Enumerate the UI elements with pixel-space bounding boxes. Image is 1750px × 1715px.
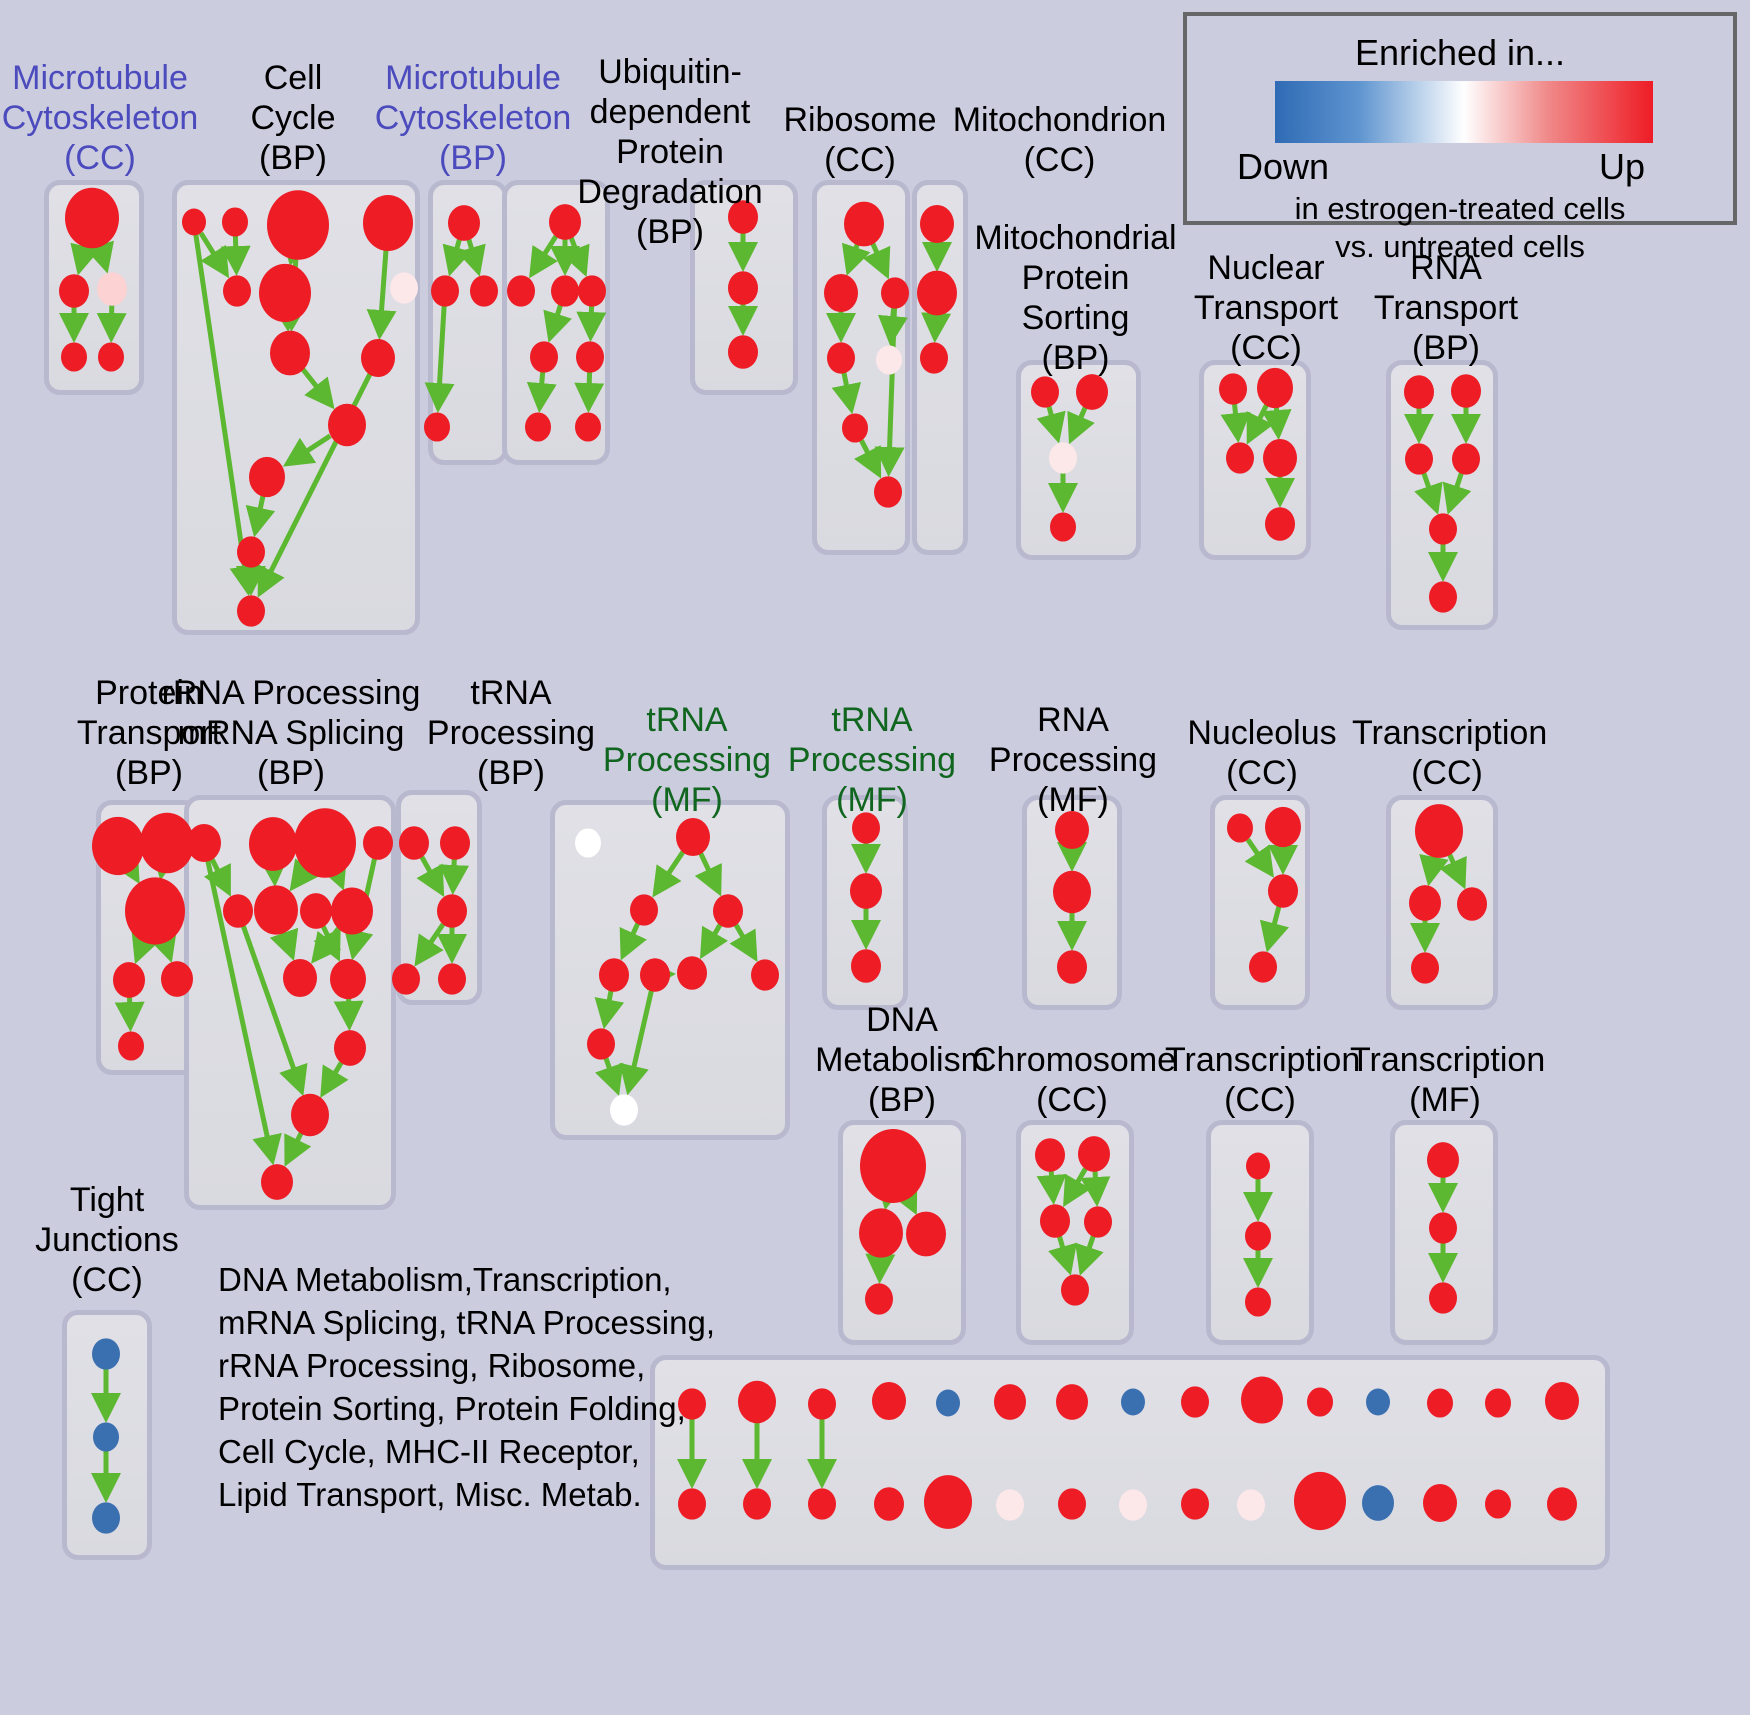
cluster-panel-transcription-cc-top [1386, 795, 1498, 1010]
cluster-label-microtubule-cytoskeleton-bp: Microtubule Cytoskeleton (BP) [374, 59, 572, 177]
cluster-panel-dna-metabolism-bp [838, 1120, 966, 1345]
cluster-label-trna-processing-bp: tRNA Processing (BP) [426, 674, 596, 792]
cluster-label-rna-transport-bp: RNA Transport (BP) [1373, 249, 1519, 367]
cluster-panel-nucleolus-cc [1210, 795, 1310, 1010]
cluster-label-mitochondrial-protein-sorting-bp: Mitochondrial Protein Sorting (BP) [974, 219, 1177, 377]
cluster-label-transcription-cc-bottom: Transcription (CC) [1165, 1041, 1361, 1119]
cluster-label-rrna-mrna-bp: rRNA Processing mRNA Splicing (BP) [161, 674, 421, 792]
cluster-panel-microtubule-cytoskeleton-cc [44, 180, 144, 395]
cluster-panel-trna-processing-mf-1 [550, 800, 790, 1140]
cluster-panel-mitochondrial-protein-sorting-bp [1016, 360, 1141, 560]
cluster-label-trna-processing-mf-2: tRNA Processing (MF) [787, 701, 957, 819]
cluster-label-nucleolus-cc: Nucleolus (CC) [1187, 714, 1337, 792]
cluster-label-microtubule-cytoskeleton-cc: Microtubule Cytoskeleton (CC) [1, 59, 199, 177]
cluster-label-dna-metabolism-bp: DNA Metabolism (BP) [815, 1001, 989, 1119]
cluster-panel-mitochondrion-cc [912, 180, 968, 555]
legend-down-label: Down [1237, 146, 1330, 187]
cluster-label-nuclear-transport-cc: Nuclear Transport (CC) [1193, 249, 1339, 367]
cluster-panel-trna-processing-bp [396, 790, 482, 1005]
misc-categories-text: DNA Metabolism,Transcription, mRNA Splic… [218, 1261, 716, 1513]
cluster-label-rna-processing-mf: RNA Processing (MF) [988, 701, 1158, 819]
cluster-label-protein-transport-bp: Protein Transport (BP) [76, 674, 222, 792]
cluster-panel-chromosome-cc [1016, 1120, 1134, 1345]
legend-footer: in estrogen-treated cells vs. untreated … [1294, 191, 1626, 264]
cluster-label-cell-cycle-bp: Cell Cycle (BP) [250, 59, 336, 177]
cluster-panel-transcription-mf [1390, 1120, 1498, 1345]
cluster-label-chromosome-cc: Chromosome (CC) [972, 1041, 1177, 1119]
cluster-panel-rna-transport-bp [1386, 360, 1498, 630]
legend-box: Enriched in... Down Up in estrogen-treat… [1183, 12, 1737, 264]
cluster-panel-cell-cycle-bp [172, 180, 420, 635]
cluster-label-trna-processing-mf-1: tRNA Processing (MF) [602, 701, 772, 819]
cluster-label-transcription-mf: Transcription (MF) [1350, 1041, 1546, 1119]
legend-up-label: Up [1599, 146, 1646, 187]
cluster-label-ribosome-cc: Ribosome (CC) [783, 101, 937, 179]
legend-color-gradient [1275, 81, 1653, 143]
cluster-label-transcription-cc-top: Transcription (CC) [1352, 714, 1548, 792]
cluster-label-tight-junctions-cc: Tight Junctions (CC) [35, 1181, 179, 1299]
cluster-panel-trna-processing-mf-2 [822, 795, 908, 1010]
cluster-panel-rna-processing-mf [1022, 795, 1122, 1010]
legend-title: Enriched in... [1354, 32, 1566, 73]
cluster-panel-rrna-mrna-bp [184, 795, 396, 1210]
cluster-panel-microtubule-cytoskeleton-bp [428, 180, 508, 465]
cluster-panel-nuclear-transport-cc [1199, 360, 1311, 560]
cluster-panel-transcription-cc-bottom [1206, 1120, 1314, 1345]
cluster-label-ubiquitin-degradation-bp: Ubiquitin- dependent Protein Degradation… [577, 53, 763, 251]
cluster-label-mitochondrion-cc: Mitochondrion (CC) [952, 101, 1167, 179]
cluster-panel-ribosome-cc [812, 180, 910, 555]
cluster-panel-misc-wide [650, 1355, 1610, 1570]
cluster-panel-tight-junctions-cc [62, 1310, 152, 1560]
